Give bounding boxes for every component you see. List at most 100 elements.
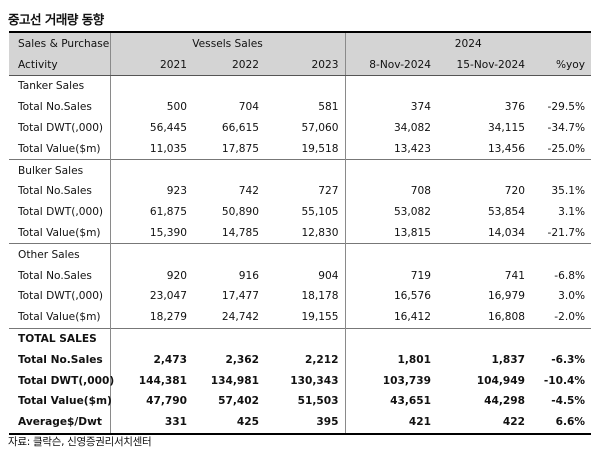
value-cell: 421 [344, 411, 438, 435]
row-label: Total No.Sales [18, 269, 92, 282]
table-row: Total No.Sales 500 704 581 374 376 -29.5% [9, 96, 591, 118]
value-cell: 374 [344, 96, 438, 118]
value-cell: 395 [265, 411, 346, 435]
empty-cell [265, 243, 346, 266]
value-cell: -29.5% [547, 101, 586, 114]
value-cell: 13,423 [344, 138, 438, 160]
group-header-row: Tanker Sales [9, 74, 592, 97]
header-col-2023: 2023 [265, 54, 346, 76]
empty-cell [531, 243, 592, 266]
row-label: Total DWT(,000) [18, 374, 115, 387]
table-row: Total Value($m) 47,790 57,402 51,503 43,651 4… [9, 390, 591, 412]
value-cell: -10.4% [543, 374, 586, 387]
header-col-15nov2024: 15-Nov-2024 [437, 54, 532, 76]
row-label: Average$/Dwt [9, 411, 110, 435]
group-name: Bulker Sales [9, 159, 110, 181]
value-cell: -25.0% [547, 142, 586, 155]
empty-cell [437, 243, 532, 266]
value-cell: 422 [437, 411, 532, 435]
empty-cell [437, 159, 532, 181]
value-cell: 6.6% [531, 411, 592, 435]
table-row: Total Value($m) 18,279 24,742 19,155 16,412 1… [9, 306, 591, 329]
empty-cell [193, 74, 265, 97]
empty-cell [193, 159, 265, 181]
empty-cell [531, 74, 592, 97]
value-cell: 2,212 [305, 353, 339, 366]
value-cell: 704 [238, 101, 259, 114]
table-row: Average$/Dwt 331 425 395 421 422 6.6% [9, 411, 592, 435]
value-cell: 51,503 [297, 395, 339, 408]
value-cell: 16,576 [344, 285, 438, 307]
total-body: TOTAL SALES Total No.Sales 2,473 2,362 2,212… [9, 327, 592, 435]
value-cell: 19,518 [301, 142, 339, 155]
value-cell: 916 [238, 269, 259, 282]
value-cell: 134,981 [210, 374, 259, 387]
value-cell: 3.0% [558, 290, 586, 303]
empty-cell [344, 327, 438, 350]
header-row-bottom: Activity 2021 2022 2023 8-Nov-2024 15-No… [9, 54, 592, 76]
value-cell: 18,178 [301, 290, 339, 303]
value-cell: 1,801 [344, 349, 438, 371]
table-row: Total Value($m) 11,035 17,875 19,518 13,423 1… [9, 138, 591, 160]
group-header-row: Bulker Sales [9, 159, 592, 181]
value-cell: -4.5% [551, 395, 586, 408]
value-cell: 56,445 [109, 117, 193, 139]
group-header-row: Other Sales [9, 243, 592, 266]
row-label: Total Value($m) [18, 395, 112, 408]
value-cell: 34,115 [487, 121, 526, 134]
value-cell: 17,477 [221, 290, 259, 303]
source-note: 자료: 클락슨, 신영증권리서치센터 [8, 436, 152, 448]
header-col-2021: 2021 [109, 54, 193, 76]
value-cell: 47,790 [109, 390, 193, 412]
value-cell: 2,362 [225, 353, 259, 366]
empty-cell [109, 159, 193, 181]
value-cell: 15,390 [109, 222, 193, 244]
value-cell: 923 [109, 180, 193, 202]
groups-body: Tanker Sales Total No.Sales 500 704 581 374 37… [9, 74, 592, 329]
row-label: Total Value($m) [18, 311, 101, 324]
empty-cell [265, 327, 346, 350]
value-cell: 103,739 [344, 370, 438, 391]
value-cell: 2,473 [109, 349, 193, 371]
value-cell: 16,808 [487, 311, 526, 324]
value-cell: 16,979 [487, 290, 526, 303]
value-cell: 719 [344, 265, 438, 286]
value-cell: 55,105 [301, 206, 339, 219]
value-cell: 61,875 [109, 201, 193, 223]
value-cell: 19,155 [301, 311, 339, 324]
header-sales-purchase: Sales & Purchase [9, 31, 110, 54]
empty-cell [109, 327, 193, 350]
table-row: Total No.Sales 920 916 904 719 741 -6.8% [9, 265, 591, 286]
value-cell: 104,949 [476, 374, 526, 387]
empty-cell [344, 243, 438, 266]
value-cell: 13,456 [487, 142, 526, 155]
value-cell: 53,082 [344, 201, 438, 223]
group-name: TOTAL SALES [9, 327, 110, 350]
empty-cell [265, 74, 346, 97]
value-cell: 144,381 [109, 370, 193, 391]
row-label: Total Value($m) [18, 142, 101, 155]
value-cell: 920 [109, 265, 193, 286]
value-cell: 44,298 [484, 395, 526, 408]
empty-cell [344, 74, 438, 97]
value-cell: 34,082 [344, 117, 438, 139]
value-cell: 14,034 [487, 226, 526, 239]
value-cell: -2.0% [554, 311, 586, 324]
value-cell: 35.1% [551, 185, 586, 198]
table-row: Total DWT(,000) 144,381 134,981 130,343 103,… [9, 370, 591, 391]
value-cell: 50,890 [221, 206, 259, 219]
table-row: Total No.Sales 923 742 727 708 720 35.1% [9, 180, 591, 202]
value-cell: 727 [318, 185, 339, 198]
value-cell: -21.7% [547, 226, 586, 239]
empty-cell [437, 327, 532, 350]
value-cell: 3.1% [558, 206, 586, 219]
row-label: Total DWT(,000) [18, 206, 104, 219]
value-cell: 331 [109, 411, 193, 435]
row-label: Total No.Sales [18, 101, 92, 114]
header-col-2022: 2022 [193, 54, 265, 76]
row-label: Total DWT(,000) [18, 121, 104, 134]
row-label: Total No.Sales [18, 353, 103, 366]
table-row: Total DWT(,000) 56,445 66,615 57,060 34,082 3… [9, 117, 591, 139]
header-activity: Activity [9, 54, 110, 76]
value-cell: 43,651 [344, 390, 438, 412]
